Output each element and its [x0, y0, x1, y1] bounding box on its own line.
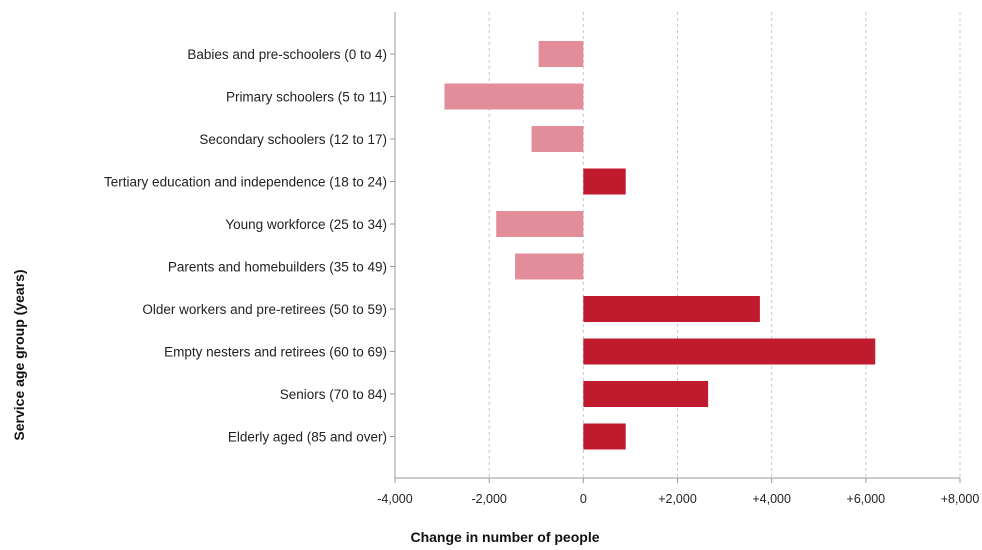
y-axis-title: Service age group (years) [11, 269, 27, 440]
category-label: Empty nesters and retirees (60 to 69) [164, 345, 387, 360]
bar [531, 126, 584, 152]
bar [496, 211, 584, 237]
bar [583, 423, 626, 450]
category-label: Young workforce (25 to 34) [225, 217, 387, 232]
x-tick-labels: -4,000 -2,000 0 +2,000 +4,000 +6,000 +8,000 [377, 492, 979, 506]
category-label: Elderly aged (85 and over) [228, 430, 387, 445]
x-tick-label: -2,000 [471, 492, 506, 506]
x-axis-title: Change in number of people [410, 529, 599, 545]
bar [583, 168, 626, 195]
bar [515, 253, 584, 280]
category-label: Primary schoolers (5 to 11) [226, 90, 387, 105]
bar [583, 296, 760, 322]
x-tick-label: -4,000 [377, 492, 412, 506]
bar [444, 83, 584, 110]
x-tick-label: +6,000 [847, 492, 886, 506]
category-labels: Babies and pre-schoolers (0 to 4) Primary… [104, 47, 387, 445]
x-tick-label: +4,000 [752, 492, 791, 506]
axes [390, 12, 961, 483]
category-label: Babies and pre-schoolers (0 to 4) [187, 47, 387, 62]
category-label: Seniors (70 to 84) [280, 387, 387, 402]
category-label: Older workers and pre-retirees (50 to 59… [142, 302, 387, 317]
x-tick-label: 0 [580, 492, 587, 506]
category-label: Parents and homebuilders (35 to 49) [168, 260, 387, 275]
x-tick-label: +2,000 [658, 492, 697, 506]
bars [444, 41, 876, 450]
bar [538, 41, 584, 67]
category-label: Secondary schoolers (12 to 17) [199, 132, 387, 147]
bar [583, 381, 709, 407]
grid-lines [488, 12, 961, 478]
category-label: Tertiary education and independence (18 … [104, 175, 387, 190]
bar [583, 338, 876, 365]
x-tick-label: +8,000 [941, 492, 980, 506]
